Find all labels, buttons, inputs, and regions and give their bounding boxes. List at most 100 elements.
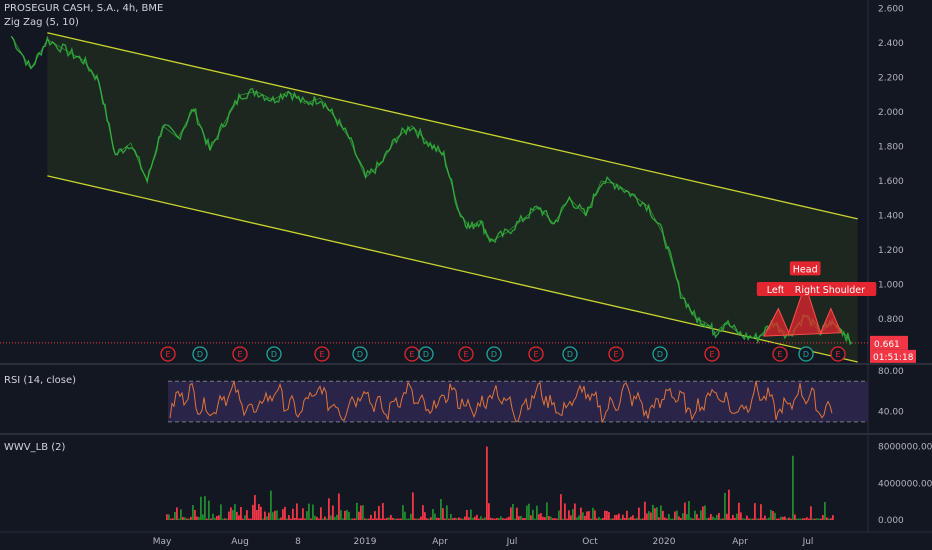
volume-bar <box>480 516 482 520</box>
volume-bar <box>194 509 196 520</box>
volume-bar <box>264 511 266 520</box>
volume-bar <box>450 513 452 520</box>
volume-bar <box>280 517 282 520</box>
volume-bar <box>626 510 628 520</box>
volume-bar <box>294 517 296 520</box>
volume-bar <box>402 505 404 520</box>
volume-bar <box>794 514 796 520</box>
volume-bar <box>676 510 678 520</box>
volume-bar <box>674 511 676 520</box>
volume-bar <box>550 516 552 520</box>
volume-bar <box>404 511 406 520</box>
volume-bar <box>632 515 634 520</box>
volume-bar <box>522 517 524 520</box>
channel-fill <box>47 32 858 362</box>
volume-bar <box>814 518 816 520</box>
volume-bar <box>576 517 578 520</box>
volume-bar <box>760 504 762 520</box>
volume-bar <box>792 455 794 520</box>
volume-bar <box>818 518 820 520</box>
volume-bar <box>366 518 368 520</box>
zigzag-line <box>10 35 852 344</box>
volume-bar <box>744 518 746 520</box>
event-marker-dividend <box>486 346 502 362</box>
volume-bar <box>382 503 384 520</box>
volume-bar <box>292 508 294 520</box>
event-marker-label: D <box>491 350 497 359</box>
volume-bar <box>438 517 440 520</box>
volume-bar <box>200 496 202 520</box>
event-marker-label: D <box>803 350 809 359</box>
volume-bar <box>460 518 462 520</box>
volume-bar <box>250 518 252 520</box>
volume-bar <box>362 505 364 520</box>
volume-bar <box>352 518 354 520</box>
volume-bar <box>598 516 600 520</box>
countdown-badge-box <box>870 349 916 363</box>
volume-bar <box>228 511 230 520</box>
volume-bar <box>230 507 232 520</box>
volume-bar <box>420 516 422 520</box>
volume-bar <box>488 503 490 520</box>
volume-bar <box>720 518 722 520</box>
volume-bar <box>540 513 542 520</box>
volume-bar <box>608 512 610 520</box>
volume-bar <box>512 503 514 520</box>
volume-bar <box>390 514 392 520</box>
volume-bar <box>286 518 288 520</box>
volume-bar <box>240 506 242 520</box>
volume-bar <box>350 518 352 520</box>
event-marker-label: E <box>463 350 468 359</box>
volume-bar <box>758 518 760 520</box>
volume-bar <box>340 510 342 520</box>
volume-bar <box>406 518 408 520</box>
volume-bar <box>802 518 804 520</box>
event-marker-label: E <box>409 350 414 359</box>
volume-bar <box>516 507 518 520</box>
volume-bar <box>204 496 206 520</box>
volume-bar <box>490 517 492 520</box>
volume-bar <box>328 498 330 520</box>
volume-bar <box>208 500 210 520</box>
volume-bar <box>414 518 416 520</box>
volume-bar <box>770 509 772 520</box>
volume-bar <box>778 518 780 520</box>
volume-bar <box>702 506 704 520</box>
volume-bar <box>788 517 790 520</box>
event-marker-dividend <box>652 346 668 362</box>
volume-bar <box>826 517 828 520</box>
volume-bar <box>248 518 250 520</box>
volume-bar <box>184 517 186 520</box>
volume-bar <box>408 518 410 520</box>
volume-bar <box>554 518 556 520</box>
volume-bar <box>358 511 360 520</box>
volume-bar <box>616 514 618 520</box>
volume-bar <box>198 517 200 520</box>
volume-bar <box>526 505 528 520</box>
price-tick-label: 0.800 <box>878 315 904 325</box>
event-marker-label: E <box>165 350 170 359</box>
volume-bar <box>412 492 414 520</box>
volume-bar <box>318 518 320 520</box>
volume-bar <box>484 517 486 520</box>
volume-bar <box>430 517 432 520</box>
rsi-line <box>169 380 833 424</box>
pattern-label-right-shoulder: Right Shoulder <box>795 285 865 296</box>
volume-bar <box>436 517 438 520</box>
last-price-badge: 0.661 <box>874 340 900 350</box>
volume-bar <box>454 517 456 520</box>
volume-bar <box>434 513 436 520</box>
volume-bar <box>636 517 638 520</box>
volume-bar <box>564 503 566 520</box>
volume-bar <box>380 518 382 520</box>
volume-bar <box>678 516 680 520</box>
volume-bar <box>178 518 180 520</box>
volume-bar <box>588 511 590 520</box>
volume-bar <box>308 503 310 520</box>
volume-bar <box>518 516 520 520</box>
volume-bar <box>394 518 396 520</box>
volume-bar <box>424 512 426 520</box>
volume-bar <box>378 505 380 520</box>
volume-bar <box>396 518 398 520</box>
